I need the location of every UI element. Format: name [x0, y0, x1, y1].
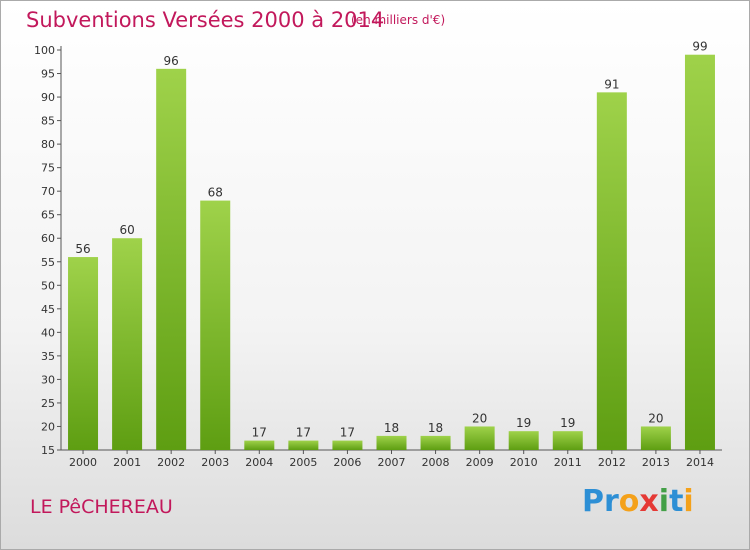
x-axis-labels: 2000 2001 2002 2003 2004 2005 2006 2007 2008 2009… [69, 450, 714, 469]
y-axis-ticks: 15 20 25 30 35 40 45 50 55 60 65 70 75 80 85 90 95 100 [34, 44, 61, 457]
bar-2001 [112, 238, 143, 450]
bar-2003 [200, 200, 231, 450]
value-label-2014: 99 [692, 40, 707, 54]
value-label-2013: 20 [648, 411, 663, 425]
value-label-2001: 60 [119, 223, 134, 237]
y-tick-label: 45 [41, 303, 55, 316]
y-tick-label: 60 [41, 232, 55, 245]
y-tick-label: 50 [41, 279, 55, 292]
y-tick-label: 25 [41, 397, 55, 410]
proxiti-logo: Proxiti [582, 484, 694, 519]
x-tick-label: 2003 [201, 456, 229, 469]
bar-2006 [332, 440, 363, 450]
y-tick-label: 95 [41, 68, 55, 81]
x-tick-label: 2009 [466, 456, 494, 469]
x-tick-label: 2007 [378, 456, 406, 469]
x-tick-label: 2008 [422, 456, 450, 469]
logo-letter: r [604, 484, 619, 519]
value-label-2009: 20 [472, 411, 487, 425]
chart-subtitle: (en milliers d'€) [351, 13, 446, 27]
bar-2014 [684, 54, 715, 451]
value-labels: 56 60 96 68 17 17 17 18 18 20 19 19 91 20 99 [75, 40, 707, 440]
y-tick-label: 75 [41, 162, 55, 175]
x-tick-label: 2001 [113, 456, 141, 469]
value-label-2000: 56 [75, 242, 90, 256]
value-label-2011: 19 [560, 416, 575, 430]
bar-2004 [244, 440, 275, 450]
logo-letter: i [658, 484, 670, 519]
bar-2005 [288, 440, 319, 450]
x-tick-label: 2002 [157, 456, 185, 469]
y-tick-label: 70 [41, 185, 55, 198]
value-label-2002: 96 [164, 54, 179, 68]
logo-letter: x [639, 484, 659, 519]
value-label-2006: 17 [340, 426, 355, 440]
x-tick-label: 2011 [554, 456, 582, 469]
value-label-2012: 91 [604, 77, 619, 91]
value-label-2010: 19 [516, 416, 531, 430]
x-tick-label: 2012 [598, 456, 626, 469]
y-tick-label: 15 [41, 444, 55, 457]
value-label-2005: 17 [296, 426, 311, 440]
bar-2000 [68, 257, 99, 450]
x-tick-label: 2005 [289, 456, 317, 469]
y-tick-label: 90 [41, 91, 55, 104]
value-label-2003: 68 [208, 186, 223, 200]
bar-2002 [156, 68, 187, 450]
value-label-2008: 18 [428, 421, 443, 435]
logo-letter: P [582, 484, 604, 519]
x-tick-label: 2004 [245, 456, 273, 469]
x-tick-label: 2000 [69, 456, 97, 469]
logo-letter: o [618, 484, 640, 519]
bar-2007 [376, 435, 407, 450]
x-tick-label: 2010 [510, 456, 538, 469]
bars [68, 54, 715, 451]
chart-title: Subventions Versées 2000 à 2014 [26, 8, 385, 32]
y-tick-label: 85 [41, 115, 55, 128]
x-tick-label: 2006 [333, 456, 361, 469]
value-label-2007: 18 [384, 421, 399, 435]
place-name: LE PêCHEREAU [30, 496, 173, 518]
bar-2013 [640, 426, 671, 450]
y-tick-label: 55 [41, 256, 55, 269]
y-tick-label: 100 [34, 44, 55, 57]
bar-2008 [420, 435, 451, 450]
logo-letter: t [669, 484, 684, 519]
x-tick-label: 2013 [642, 456, 670, 469]
y-tick-label: 80 [41, 138, 55, 151]
y-tick-label: 40 [41, 326, 55, 339]
bar-2010 [508, 431, 539, 450]
y-tick-label: 20 [41, 420, 55, 433]
bar-2012 [596, 92, 627, 451]
y-tick-label: 65 [41, 209, 55, 222]
bar-2011 [552, 431, 583, 450]
bar-2009 [464, 426, 495, 450]
y-tick-label: 30 [41, 373, 55, 386]
x-tick-label: 2014 [686, 456, 714, 469]
y-tick-label: 35 [41, 350, 55, 363]
value-label-2004: 17 [252, 426, 267, 440]
logo-letter: i [683, 484, 694, 519]
